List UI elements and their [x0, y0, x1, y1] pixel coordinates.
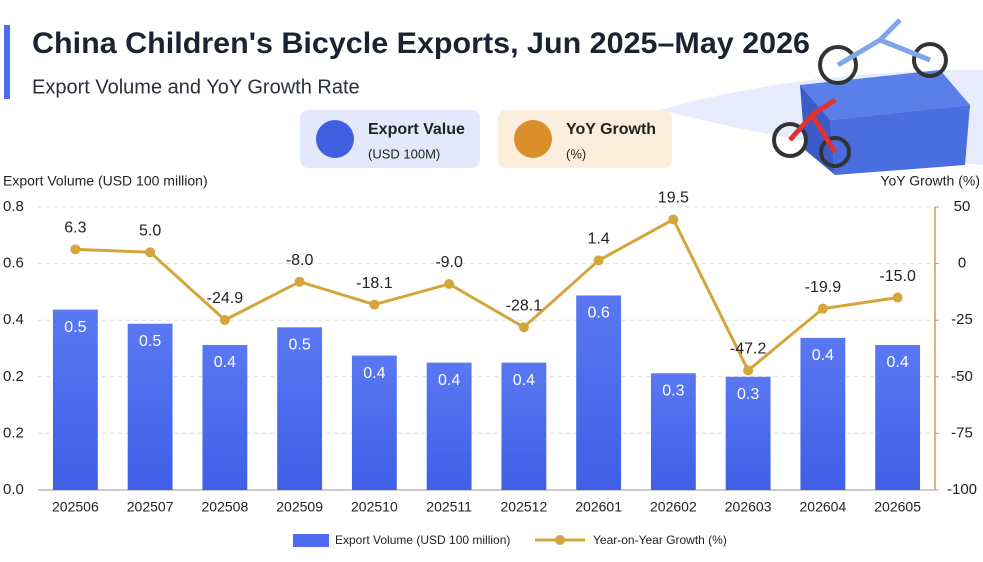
y-tick-label: 0.2: [3, 424, 24, 441]
line-point: [668, 214, 679, 225]
line-point: [817, 303, 828, 314]
chart-title: China Children's Bicycle Exports, Jun 20…: [32, 27, 810, 60]
bar: [351, 355, 397, 490]
y-axis-title: Export Volume (USD 100 million): [3, 173, 208, 189]
title-accent: [4, 25, 10, 99]
y2-tick-label: -75: [951, 424, 973, 441]
legend-icon: [514, 120, 552, 158]
line-point: [518, 322, 529, 333]
x-tick-label: 202509: [276, 499, 323, 515]
line-label: -15.0: [879, 268, 916, 285]
bar-label: 0.4: [812, 347, 834, 364]
y2-axis-title: YoY Growth (%): [880, 173, 980, 189]
line-point: [892, 292, 903, 303]
line-point: [369, 299, 380, 310]
y2-tick-label: -100: [947, 481, 977, 498]
bar: [52, 309, 98, 490]
legend-swatch-dot: [555, 535, 565, 545]
x-tick-label: 202601: [575, 499, 622, 515]
x-tick-label: 202508: [202, 499, 249, 515]
line-label: -24.9: [207, 290, 244, 307]
line-label: 5.0: [139, 222, 161, 239]
x-tick-label: 202605: [874, 499, 921, 515]
line-point: [743, 365, 754, 376]
line-point: [145, 247, 156, 258]
legend-label: Year-on-Year Growth (%): [593, 533, 727, 547]
line-label: -47.2: [730, 341, 767, 358]
legend-icon: [316, 120, 354, 158]
x-tick-label: 202510: [351, 499, 398, 515]
bar: [800, 337, 846, 490]
bar: [127, 323, 173, 490]
bar: [576, 295, 622, 490]
line-label: 19.5: [658, 190, 689, 207]
legend-swatch: [293, 534, 329, 547]
bar-label: 0.4: [214, 354, 236, 371]
legend-badge-subtitle: (%): [566, 146, 586, 161]
bar-label: 0.4: [887, 354, 909, 371]
line-point: [70, 244, 81, 255]
bar: [277, 327, 323, 490]
bar: [725, 376, 771, 490]
bar-label: 0.5: [64, 319, 86, 336]
y2-tick-label: 50: [954, 198, 971, 215]
legend-label: Export Volume (USD 100 million): [335, 533, 510, 547]
x-tick-label: 202507: [127, 499, 174, 515]
bar-label: 0.3: [662, 382, 684, 399]
line-label: 6.3: [64, 220, 86, 237]
bar: [501, 362, 547, 490]
x-tick-label: 202512: [501, 499, 548, 515]
x-tick-label: 202603: [725, 499, 772, 515]
line-label: -28.1: [506, 297, 543, 314]
legend-badge-subtitle: (USD 100M): [368, 146, 440, 161]
bar: [650, 373, 696, 490]
bar-label: 0.5: [139, 333, 161, 350]
line-label: -9.0: [435, 254, 463, 271]
illustration: [660, 18, 983, 175]
y-tick-label: 0.2: [3, 368, 24, 385]
x-tick-label: 202604: [800, 499, 847, 515]
line-label: -19.9: [805, 279, 842, 296]
y-tick-label: 0.8: [3, 198, 24, 215]
x-tick-label: 202511: [426, 499, 472, 515]
y2-tick-label: 0: [958, 255, 966, 272]
bar: [875, 344, 921, 490]
bar-label: 0.5: [289, 336, 311, 353]
legend-badge-title: YoY Growth: [566, 121, 656, 138]
line-point: [444, 278, 455, 289]
line-point: [593, 255, 604, 266]
line-point: [219, 314, 230, 325]
y-tick-label: 0.0: [3, 481, 24, 498]
chart-subtitle: Export Volume and YoY Growth Rate: [32, 76, 360, 98]
bar: [426, 362, 472, 490]
y2-tick-label: -25: [951, 311, 973, 328]
line-point: [294, 276, 305, 287]
y-tick-label: 0.4: [3, 311, 24, 328]
line-label: 1.4: [588, 231, 610, 248]
line: [75, 217, 898, 373]
y-tick-label: 0.6: [3, 255, 24, 272]
bar-label: 0.4: [438, 372, 460, 389]
x-tick-label: 202506: [52, 499, 99, 515]
line-label: -8.0: [286, 252, 314, 269]
line-label: -18.1: [356, 275, 393, 292]
bar-label: 0.6: [588, 305, 610, 322]
bar-label: 0.3: [737, 386, 759, 403]
bar-label: 0.4: [363, 365, 385, 382]
bar: [202, 344, 248, 490]
x-tick-label: 202602: [650, 499, 697, 515]
legend-badge-title: Export Value: [368, 121, 465, 138]
y2-tick-label: -50: [951, 368, 973, 385]
bar-label: 0.4: [513, 372, 535, 389]
